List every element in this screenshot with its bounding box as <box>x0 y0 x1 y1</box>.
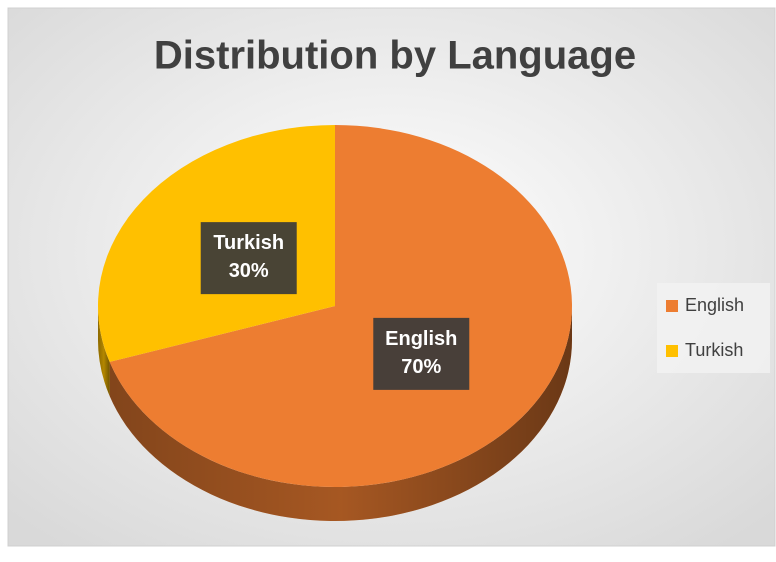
data-label-value: 30% <box>229 260 269 282</box>
data-label-category: English <box>385 328 457 350</box>
legend-swatch <box>666 300 678 312</box>
pie-slice <box>109 125 572 487</box>
legend-box <box>657 283 770 373</box>
data-label-category: Turkish <box>213 232 284 254</box>
data-label: English 70% <box>385 328 457 378</box>
legend-swatch <box>666 345 678 357</box>
chart-title: Distribution by Language <box>154 34 636 78</box>
legend-label: Turkish <box>685 340 743 360</box>
data-label-box <box>200 222 297 295</box>
slice-side-shade <box>109 306 572 521</box>
data-label-box <box>373 317 470 390</box>
slice-side-shade <box>98 306 110 396</box>
legend-label: English <box>685 295 744 315</box>
data-label-value: 70% <box>401 356 441 378</box>
data-label: Turkish 30% <box>213 232 284 282</box>
